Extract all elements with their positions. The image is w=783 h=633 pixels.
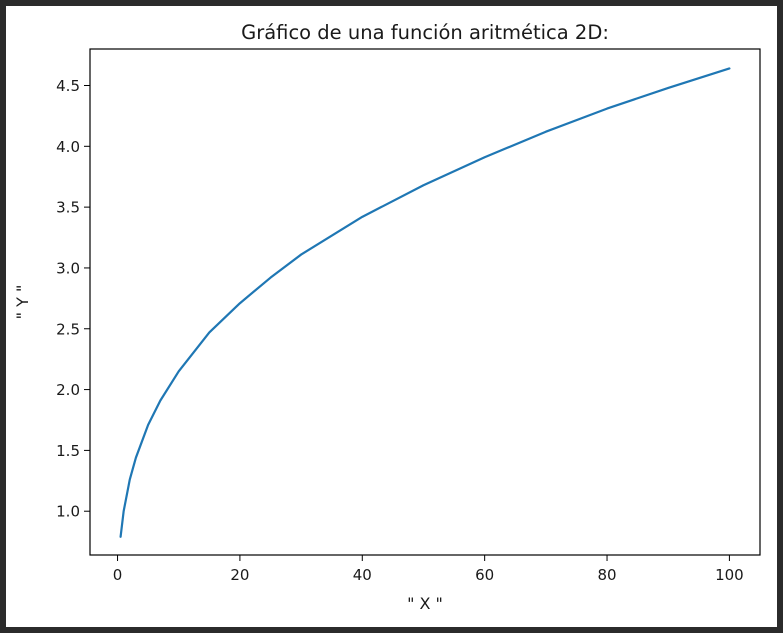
plot-area bbox=[89, 48, 761, 556]
figure-canvas: Gráfico de una función aritmética 2D: 0 2… bbox=[6, 6, 777, 627]
y-tick-label: 1.0 bbox=[56, 503, 80, 521]
y-tick-label: 4.5 bbox=[56, 77, 80, 95]
x-axis-label: " X " bbox=[407, 594, 443, 613]
x-tick-label: 0 bbox=[113, 566, 123, 584]
y-tick-label: 1.5 bbox=[56, 442, 80, 460]
y-tick-label: 2.0 bbox=[56, 381, 80, 399]
x-tick-label: 40 bbox=[353, 566, 372, 584]
chart-title: Gráfico de una función aritmética 2D: bbox=[241, 21, 609, 44]
y-tick-label: 2.5 bbox=[56, 320, 80, 338]
line-chart: Gráfico de una función aritmética 2D: 0 2… bbox=[13, 21, 761, 613]
x-tick-label: 80 bbox=[597, 566, 616, 584]
y-tick-label: 4.0 bbox=[56, 138, 80, 156]
y-axis: 1.0 1.5 2.0 2.5 3.0 3.5 4.0 4.5 bbox=[56, 77, 90, 521]
data-line bbox=[119, 67, 731, 538]
x-axis: 0 20 40 60 80 100 bbox=[113, 555, 744, 584]
y-axis-label: " Y " bbox=[13, 285, 32, 320]
x-tick-label: 20 bbox=[230, 566, 249, 584]
y-tick-label: 3.5 bbox=[56, 199, 80, 217]
x-tick-label: 60 bbox=[475, 566, 494, 584]
x-tick-label: 100 bbox=[715, 566, 744, 584]
y-tick-label: 3.0 bbox=[56, 259, 80, 277]
